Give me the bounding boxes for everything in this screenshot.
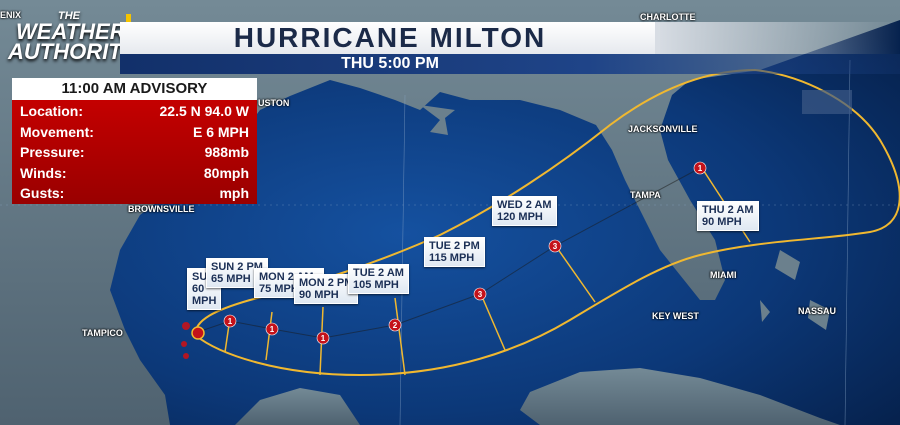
marker-tue2am (388, 318, 402, 332)
forecast-speed: 105 MPH (353, 279, 399, 291)
row-label: Location: (20, 103, 83, 119)
forecast-speed: 120 MPH (497, 211, 543, 223)
logo-line3: AUTHORITY (8, 38, 137, 64)
row-label: Pressure: (20, 144, 85, 160)
forecast-time: TUE 2 PM (429, 240, 480, 252)
city-label-brownsville: BROWNSVILLE (128, 204, 195, 214)
page-title: HURRICANE MILTON (120, 22, 660, 54)
city-label-nassau: NASSAU (798, 306, 837, 316)
current-position (181, 322, 190, 359)
forecast-label: TUE 2 AM 105 MPH (348, 264, 409, 294)
city-label-tampa: TAMPA (630, 190, 661, 200)
row-value: 80mph (203, 164, 249, 181)
marker-mon2pm (316, 331, 330, 345)
yucatan-landmass (235, 388, 360, 425)
city-label-houston: USTON (258, 98, 290, 108)
forecast-label: SU 60 MPH (187, 268, 221, 310)
marker-sun2pm (265, 322, 279, 336)
forecast-label: WED 2 AM 120 MPH (492, 196, 557, 226)
forecast-cone (193, 68, 900, 377)
marker-label: 1 (228, 317, 233, 326)
forecast-label: THU 2 AM 90 MPH (697, 201, 759, 231)
delta (420, 105, 455, 135)
forecast-label: TUE 2 PM 115 MPH (424, 237, 485, 267)
forecast-speed: 65 MPH (211, 273, 251, 285)
city-label-key-west: KEY WEST (652, 311, 699, 321)
forecast-label: MON 2 PM 90 MPH (294, 274, 359, 304)
storm-track (194, 167, 701, 339)
city-label-charlotte: CHARLOTTE (640, 12, 696, 22)
marker-label: 1 (321, 334, 326, 343)
row-label: Gusts: (20, 185, 65, 201)
time-bar: THU 5:00 PM (120, 54, 900, 74)
row-label: Movement: (20, 123, 94, 140)
marker-sun2am (223, 314, 237, 328)
forecast-time: TUE 2 AM (353, 267, 404, 279)
marker-label: 1 (698, 164, 703, 173)
city-label-phoenix: ENIX (0, 10, 22, 20)
advisory-row: Winds: 80mph (20, 163, 249, 184)
row-label: Winds: (20, 164, 67, 181)
marker-label: 2 (393, 321, 398, 330)
city-label-jacksonville: JACKSONVILLE (628, 124, 698, 134)
marker-tue2pm (473, 287, 487, 301)
advisory-row: Gusts: mph (20, 183, 249, 204)
city-label-miami: MIAMI (710, 270, 737, 280)
forecast-time: SUN 2 PM (211, 261, 263, 273)
marker-thu2am (693, 161, 707, 175)
forecast-speed: 90 MPH (702, 216, 742, 228)
row-value: 22.5 N 94.0 W (159, 103, 250, 119)
marker-label: 1 (270, 325, 275, 334)
inset-box (802, 90, 852, 114)
advisory-row: Pressure: 988mb (20, 142, 249, 163)
storm-origin-marker (191, 326, 205, 340)
city-label-tampico: TAMPICO (82, 328, 123, 338)
logo-line1: THE (58, 10, 80, 22)
row-value: E 6 MPH (192, 123, 249, 140)
forecast-speed: 60 MPH (192, 283, 217, 307)
forecast-time: MON 2 PM (299, 277, 354, 289)
advisory-title: 11:00 AM ADVISORY (12, 78, 257, 100)
advisory-body: Location: 22.5 N 94.0 W Movement: E 6 MPH … (12, 100, 257, 204)
bahamas (760, 250, 830, 330)
time-label: THU 5:00 PM (341, 55, 439, 72)
marker-label: 3 (553, 242, 558, 251)
station-logo: THE WEATHER AUTHORITY (8, 10, 137, 74)
marker-wed2am (548, 239, 562, 253)
advisory-row: Location: 22.5 N 94.0 W (20, 101, 249, 122)
forecast-speed: 90 MPH (299, 289, 339, 301)
row-value: 988mb (204, 144, 249, 160)
cuba-landmass (520, 368, 840, 425)
forecast-time: THU 2 AM (702, 204, 754, 216)
forecast-speed: 115 MPH (429, 252, 475, 264)
row-value: mph (219, 185, 249, 201)
forecast-speed: 75 MPH (259, 283, 299, 295)
forecast-time: SU (192, 271, 208, 283)
advisory-row: Movement: E 6 MPH (20, 122, 249, 143)
logo-line2: WEATHER (16, 18, 126, 44)
marker-label: 3 (478, 290, 483, 299)
advisory-panel: 11:00 AM ADVISORY Location: 22.5 N 94.0 W… (12, 78, 257, 204)
forecast-time: WED 2 AM (497, 199, 552, 211)
banner-fade (655, 22, 900, 54)
